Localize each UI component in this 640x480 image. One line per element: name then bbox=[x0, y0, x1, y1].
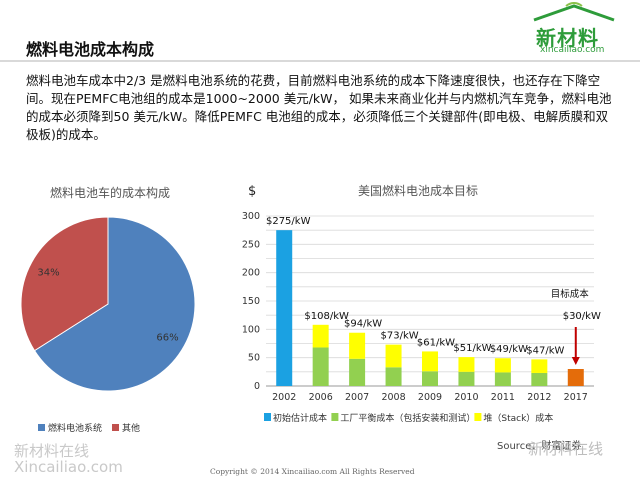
bar-initial bbox=[276, 230, 293, 386]
y-tick-label: 200 bbox=[242, 268, 260, 279]
bar-stack bbox=[349, 332, 366, 359]
logo-text: 新材料 bbox=[536, 26, 599, 50]
target-arrowhead bbox=[571, 357, 580, 365]
y-tick-label: 50 bbox=[248, 353, 260, 364]
bar-plant bbox=[494, 372, 511, 386]
y-tick-label: 0 bbox=[254, 381, 260, 392]
bar-plant bbox=[312, 347, 329, 386]
bar-stack bbox=[312, 324, 329, 348]
x-tick-label: 2006 bbox=[309, 392, 333, 403]
pie-legend-label: 燃料电池系统 bbox=[48, 422, 102, 434]
bar-value-label: $108/kW bbox=[304, 311, 349, 322]
pie-slice-label: 34% bbox=[37, 267, 59, 278]
pie-legend-swatch bbox=[38, 424, 45, 431]
y-tick-label: 150 bbox=[242, 296, 260, 307]
bar-plant bbox=[385, 367, 402, 386]
bar-chart-title: 美国燃料电池成本目标 bbox=[358, 184, 479, 198]
source-note: Source：财富证券 bbox=[497, 441, 582, 452]
bar-legend-swatch bbox=[264, 413, 271, 421]
bar-value-label: $73/kW bbox=[380, 331, 418, 342]
pie-chart: 66% 34% 燃料电池系统 其他 bbox=[20, 216, 196, 434]
pie-legend-swatch bbox=[112, 424, 119, 431]
bar-stack bbox=[531, 359, 548, 373]
x-tick-label: 2007 bbox=[345, 392, 369, 403]
bar-plant bbox=[349, 358, 366, 386]
bar-value-label: $94/kW bbox=[344, 319, 382, 330]
x-tick-label: 2002 bbox=[272, 392, 296, 403]
bar-target bbox=[567, 369, 584, 386]
pie-slice-label: 66% bbox=[156, 333, 178, 344]
logo-roof-icon bbox=[533, 2, 615, 22]
bar-value-label: $49/kW bbox=[490, 344, 528, 355]
x-tick-label: 2008 bbox=[381, 392, 405, 403]
bar-legend-label: 初始估计成本 bbox=[273, 412, 327, 424]
pie-chart-title: 燃料电池车的成本构成 bbox=[50, 186, 171, 200]
watermark-url: Xincailiao.com bbox=[14, 458, 123, 476]
y-tick-label: 100 bbox=[242, 324, 260, 335]
bar-legend-label: 堆（Stack）成本 bbox=[483, 412, 553, 424]
bar-plant bbox=[458, 371, 475, 386]
bar-stack bbox=[494, 358, 511, 373]
x-tick-label: 2010 bbox=[454, 392, 478, 403]
bar-stack bbox=[458, 357, 475, 372]
bar-legend-swatch bbox=[474, 413, 482, 421]
bar-value-label: $30/kW bbox=[563, 311, 601, 322]
bar-value-label: $275/kW bbox=[266, 216, 311, 227]
wechat-watermark: 新材料在线 bbox=[528, 440, 604, 458]
copyright-text: Copyright © 2014 Xincailiao.com All Righ… bbox=[210, 467, 415, 476]
target-annotation: 目标成本 bbox=[551, 288, 590, 300]
x-tick-label: 2012 bbox=[527, 392, 551, 403]
pie-slice bbox=[33, 216, 196, 392]
bar-value-label: $61/kW bbox=[417, 337, 455, 348]
bar-legend-label: 工厂平衡成本（包括安装和测试） bbox=[340, 412, 475, 424]
x-tick-label: 2017 bbox=[564, 392, 588, 403]
bar-stack bbox=[385, 344, 402, 368]
y-tick-label: 300 bbox=[242, 211, 260, 222]
x-tick-label: 2009 bbox=[418, 392, 442, 403]
pie-slice bbox=[20, 216, 109, 352]
page-title: 燃料电池成本构成 bbox=[26, 40, 155, 59]
bar-plant bbox=[422, 371, 438, 386]
bar-value-label: $47/kW bbox=[526, 345, 564, 356]
bar-chart-ylabel: $ bbox=[248, 184, 257, 199]
x-tick-label: 2011 bbox=[491, 392, 515, 403]
title-rule bbox=[0, 60, 640, 62]
y-tick-label: 250 bbox=[242, 239, 260, 250]
bar-plant bbox=[531, 372, 548, 386]
logo-url: xincailiao.com bbox=[540, 45, 605, 55]
intro-paragraph: 燃料电池车成本中2/3 是燃料电池系统的花费，目前燃料电池系统的成本下降速度很快… bbox=[26, 73, 612, 142]
bar-stack bbox=[422, 351, 438, 372]
bar-legend-swatch bbox=[331, 413, 339, 421]
bar-value-label: $51/kW bbox=[453, 343, 491, 354]
pie-legend-label: 其他 bbox=[122, 422, 140, 434]
watermark-cn: 新材料在线 bbox=[14, 442, 90, 460]
bar-chart: 0 50 100 150 200 250 300 2002 $275/kW 2006 $108/kW… bbox=[242, 211, 601, 424]
